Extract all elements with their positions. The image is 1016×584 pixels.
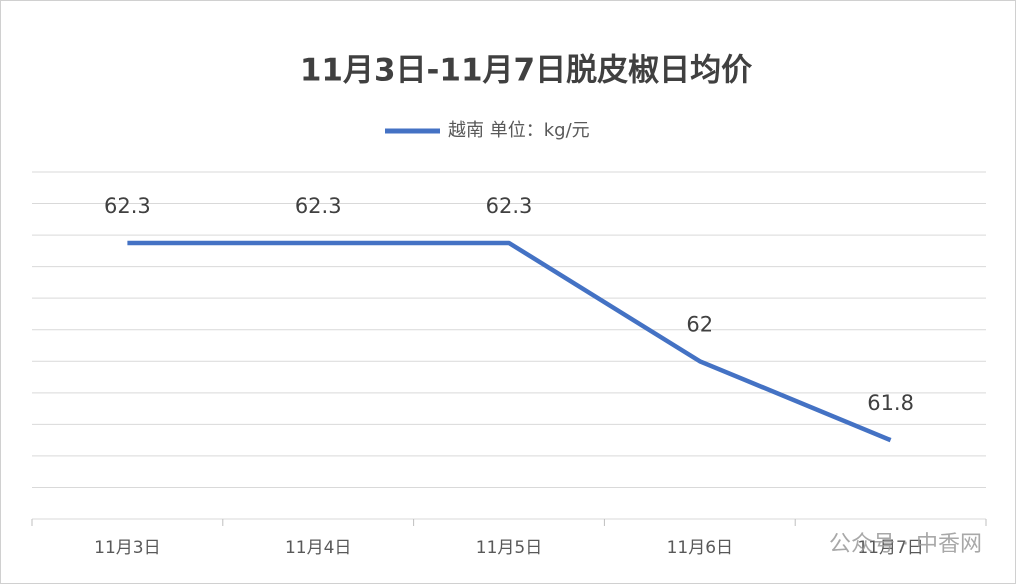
x-tick-label: 11月7日 bbox=[857, 538, 923, 558]
data-label: 62.3 bbox=[295, 194, 342, 218]
data-label: 62 bbox=[686, 312, 713, 336]
x-tick-label: 11月5日 bbox=[476, 538, 542, 558]
series-line bbox=[127, 240, 892, 443]
legend-label: 越南 单位：kg/元 bbox=[448, 120, 590, 141]
watermark: 公众号 · 中香网 bbox=[829, 532, 982, 557]
data-label: 62.3 bbox=[486, 194, 533, 218]
x-tick-label: 11月6日 bbox=[667, 538, 733, 558]
x-tick-label: 11月4日 bbox=[285, 538, 351, 558]
data-label: 62.3 bbox=[104, 194, 151, 218]
x-tick-label: 11月3日 bbox=[94, 538, 160, 558]
chart-title: 11月3日-11月7日脱皮椒日均价 bbox=[300, 53, 752, 89]
data-label: 61.8 bbox=[867, 391, 914, 415]
